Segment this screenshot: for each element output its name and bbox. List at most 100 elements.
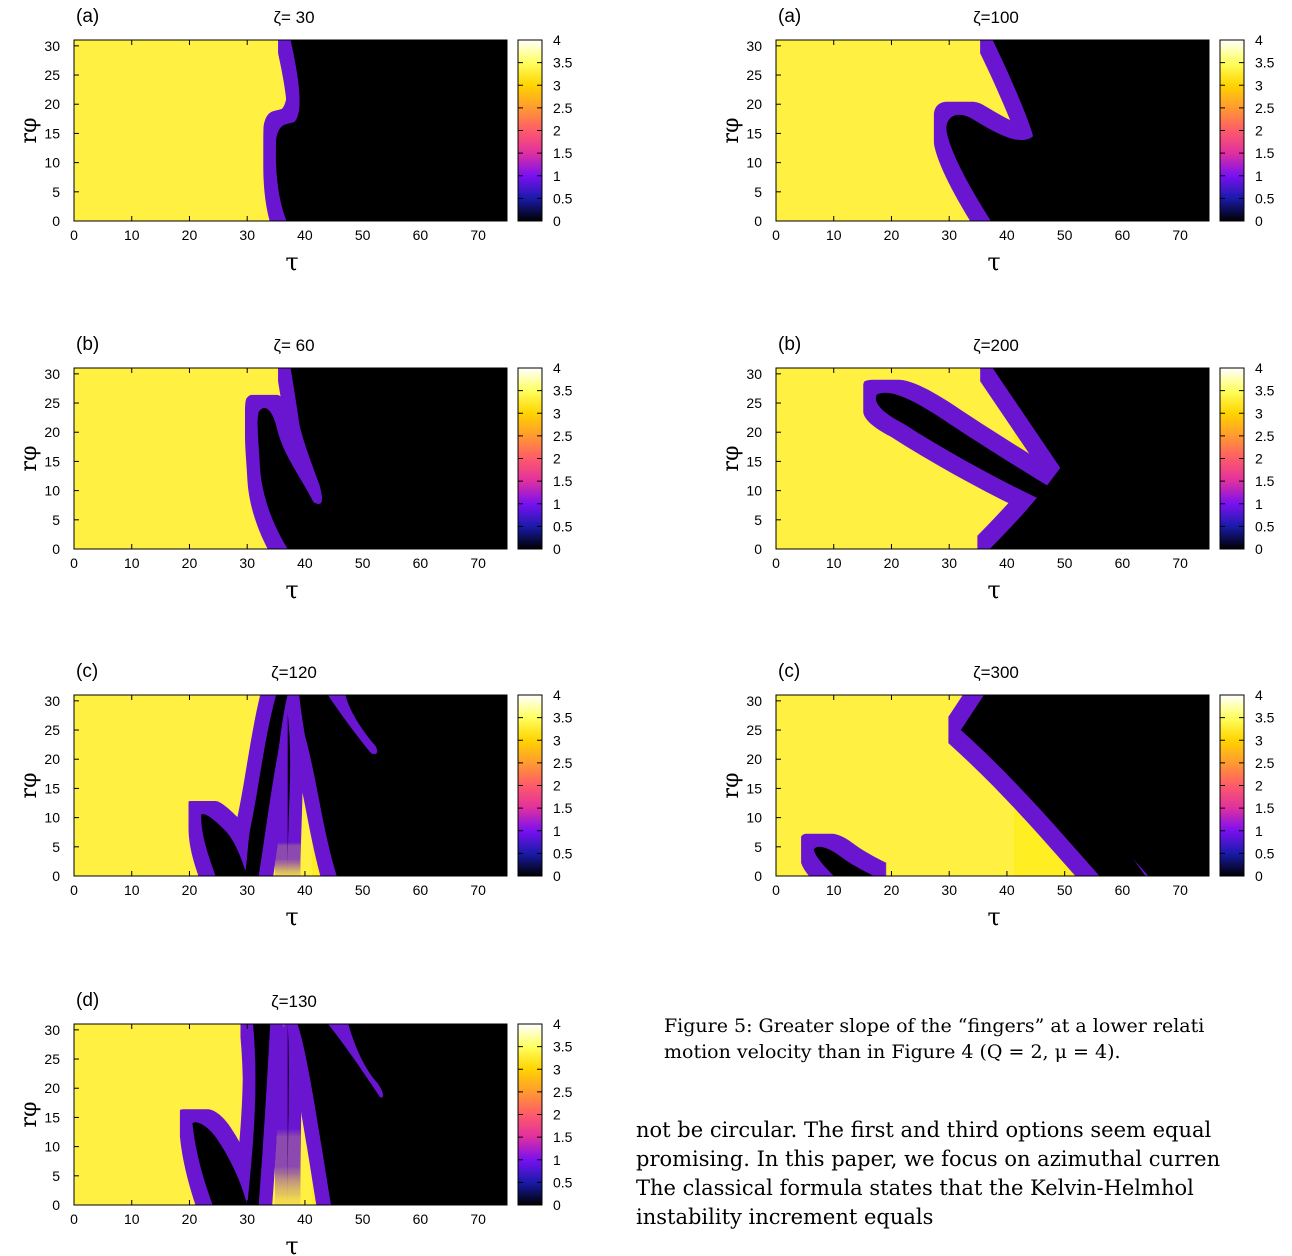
- colorbar-tick-label: 0.5: [1255, 518, 1275, 534]
- colorbar-tick-label: 1.5: [553, 145, 573, 161]
- plot-frame: [73, 1023, 508, 1206]
- x-tick-label: 50: [1057, 227, 1073, 243]
- heatmap-panel: 0 10 20 30 40 50 60 70 0 5 10 15 20 25 30 τ rφ (c) ζ=300 0 0…: [719, 661, 1275, 931]
- y-tick-label: 30: [746, 693, 762, 709]
- body-text-line-2: promising. In this paper, we focus on az…: [636, 1147, 1221, 1171]
- colorbar-tick-label: 1.5: [553, 1129, 573, 1145]
- y-tick-label: 10: [746, 155, 762, 171]
- y-tick-label: 5: [754, 512, 762, 528]
- colorbar-tick-label: 4: [1255, 32, 1263, 48]
- heatmap-region-low: [201, 813, 248, 876]
- heatmap-region-low: [946, 40, 1209, 221]
- y-tick-label: 15: [44, 453, 60, 469]
- y-tick-label: 25: [746, 722, 762, 738]
- x-tick-label: 70: [470, 882, 486, 898]
- x-tick-label: 30: [941, 555, 957, 571]
- y-tick-label: 0: [52, 868, 60, 884]
- x-tick-label: 40: [999, 555, 1015, 571]
- colorbar-tick-label: 2.5: [1255, 428, 1275, 444]
- x-tick-label: 30: [239, 227, 255, 243]
- x-tick-label: 50: [1057, 555, 1073, 571]
- colorbar-tick-label: 1: [553, 823, 561, 839]
- y-tick-label: 5: [754, 184, 762, 200]
- panel-title: ζ= 30: [273, 8, 314, 27]
- colorbar-tick-label: 3: [1255, 405, 1263, 421]
- heatmap-panel: 0 10 20 30 40 50 60 70 0 5 10 15 20 25 30 τ rφ (a) ζ= 30 0 0…: [17, 6, 573, 276]
- y-tick-label: 15: [746, 125, 762, 141]
- colorbar-tick-label: 3.5: [553, 1039, 573, 1055]
- x-tick-label: 10: [826, 227, 842, 243]
- y-tick-label: 0: [52, 1197, 60, 1213]
- y-tick-label: 10: [44, 483, 60, 499]
- colorbar-tick-label: 1.5: [1255, 800, 1275, 816]
- panel-title: ζ=300: [973, 663, 1019, 682]
- colorbar-tick-label: 3: [553, 405, 561, 421]
- heatmap-region-low: [1133, 695, 1209, 876]
- x-tick-label: 40: [999, 227, 1015, 243]
- heatmap-region-low: [960, 695, 1146, 876]
- x-tick-label: 50: [1057, 882, 1073, 898]
- x-tick-label: 0: [772, 882, 780, 898]
- colorbar-tick-label: 4: [1255, 687, 1263, 703]
- colorbar-tick-label: 2: [553, 123, 561, 139]
- colorbar-tick-label: 4: [553, 360, 561, 376]
- x-axis-label: τ: [285, 576, 298, 604]
- colorbar-tick-label: 2: [1255, 778, 1263, 794]
- x-tick-label: 40: [999, 882, 1015, 898]
- colorbar-tick-label: 4: [553, 1016, 561, 1032]
- colorbar-tick-label: 3.5: [1255, 383, 1275, 399]
- y-axis-label: rφ: [719, 118, 744, 144]
- x-tick-label: 70: [1172, 227, 1188, 243]
- y-tick-label: 30: [44, 1022, 60, 1038]
- colorbar-tick-label: 3.5: [553, 710, 573, 726]
- body-text-line-1: not be circular. The first and third opt…: [636, 1118, 1212, 1142]
- y-tick-label: 10: [746, 810, 762, 826]
- x-tick-label: 40: [297, 1211, 313, 1227]
- x-tick-label: 0: [772, 227, 780, 243]
- y-tick-label: 20: [44, 424, 60, 440]
- colorbar-tick-label: 0: [1255, 541, 1263, 557]
- colorbar-tick-label: 2.5: [553, 1084, 573, 1100]
- x-tick-label: 20: [884, 882, 900, 898]
- colorbar-tick-label: 1.5: [553, 800, 573, 816]
- panel-label: (d): [76, 990, 99, 1011]
- panel-label: (b): [778, 334, 801, 355]
- y-axis-label: rφ: [719, 773, 744, 799]
- y-axis-label: rφ: [17, 1102, 42, 1128]
- colorbar-tick-label: 1: [553, 1152, 561, 1168]
- y-tick-label: 5: [52, 1168, 60, 1184]
- colorbar-tick-label: 2.5: [1255, 755, 1275, 771]
- colorbar-tick-label: 2: [553, 1107, 561, 1123]
- panel-label: (c): [778, 661, 800, 682]
- colorbar-tick-label: 3.5: [1255, 710, 1275, 726]
- colorbar-tick-label: 0: [1255, 213, 1263, 229]
- y-tick-label: 25: [746, 67, 762, 83]
- x-tick-label: 0: [70, 555, 78, 571]
- colorbar-tick-label: 0.5: [553, 1174, 573, 1190]
- heatmap-region-low: [247, 1024, 271, 1205]
- x-axis-label: τ: [285, 903, 298, 931]
- heatmap-panel: 0 10 20 30 40 50 60 70 0 5 10 15 20 25 30 τ rφ (a) ζ=100 0 0…: [719, 6, 1275, 276]
- colorbar-tick-label: 0.5: [553, 190, 573, 206]
- x-axis-label: τ: [285, 248, 298, 276]
- plot-frame: [73, 367, 508, 550]
- x-tick-label: 10: [124, 1211, 140, 1227]
- y-tick-label: 25: [746, 395, 762, 411]
- colorbar-tick-label: 3: [1255, 77, 1263, 93]
- colorbar-tick-label: 1: [1255, 168, 1263, 184]
- colorbar-tick-label: 0.5: [1255, 845, 1275, 861]
- heatmap-panel: 0 10 20 30 40 50 60 70 0 5 10 15 20 25 30 τ rφ (d) ζ=130 0 0…: [17, 990, 573, 1256]
- y-tick-label: 20: [746, 751, 762, 767]
- y-axis-label: rφ: [719, 446, 744, 472]
- panel-label: (b): [76, 334, 99, 355]
- heatmap-region-low: [192, 1122, 248, 1205]
- plot-frame: [775, 367, 1210, 550]
- y-tick-label: 25: [44, 722, 60, 738]
- colorbar-tick-label: 0.5: [553, 518, 573, 534]
- plot-frame: [775, 694, 1210, 877]
- panel-title: ζ=130: [271, 992, 317, 1011]
- colorbar-tick-label: 1.5: [1255, 473, 1275, 489]
- x-tick-label: 70: [470, 1211, 486, 1227]
- y-tick-label: 20: [44, 96, 60, 112]
- x-axis-label: τ: [285, 1232, 298, 1256]
